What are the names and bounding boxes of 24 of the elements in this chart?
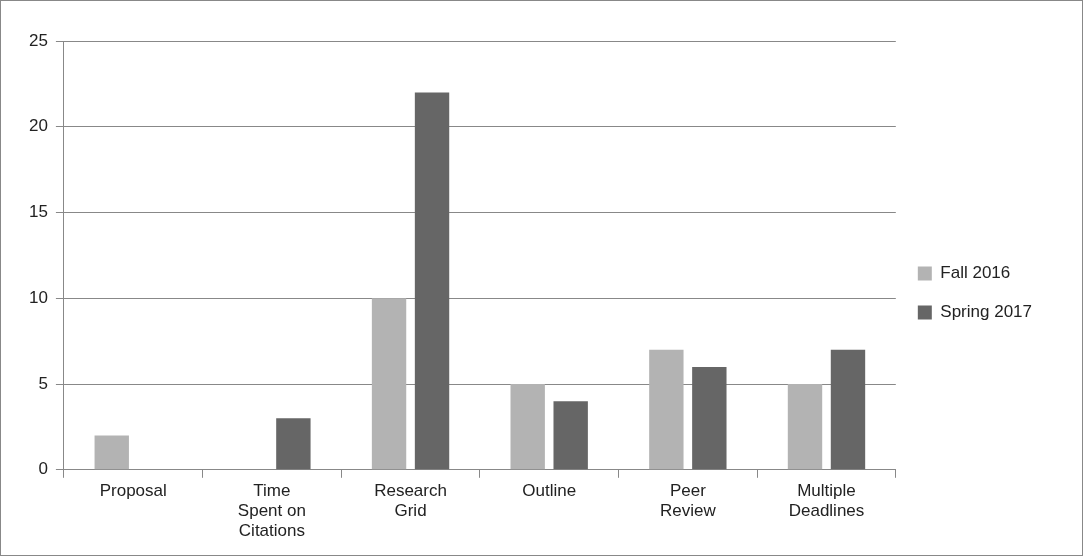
bar xyxy=(94,435,129,470)
bar xyxy=(692,366,727,470)
x-tick-label: Peer Review xyxy=(659,480,717,521)
bar xyxy=(414,92,450,470)
bar xyxy=(510,384,545,470)
y-tick-label: 15 xyxy=(28,202,48,222)
y-tick-label: 25 xyxy=(28,30,48,50)
bar xyxy=(649,349,684,470)
bar xyxy=(276,418,311,470)
x-tick-label: Proposal xyxy=(99,480,167,500)
y-tick-label: 5 xyxy=(38,373,48,393)
bar xyxy=(553,401,588,470)
x-tick-label: Outline xyxy=(522,480,577,500)
legend-label: Spring 2017 xyxy=(940,302,1033,322)
legend-label: Fall 2016 xyxy=(940,263,1011,283)
bar xyxy=(371,298,407,470)
y-tick-label: 10 xyxy=(28,287,48,307)
y-tick-label: 20 xyxy=(28,116,48,136)
bar xyxy=(787,384,823,470)
bar xyxy=(830,349,866,470)
x-tick-label: Research Grid xyxy=(374,480,447,521)
x-tick-label: Multiple Deadlines xyxy=(788,480,865,521)
y-tick-label: 0 xyxy=(38,459,48,479)
x-tick-label: Time Spent on Citations xyxy=(237,480,306,541)
